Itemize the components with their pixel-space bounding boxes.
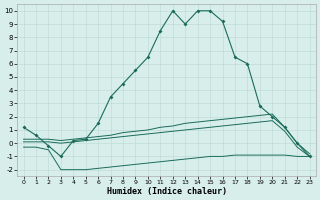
X-axis label: Humidex (Indice chaleur): Humidex (Indice chaleur)	[107, 187, 227, 196]
